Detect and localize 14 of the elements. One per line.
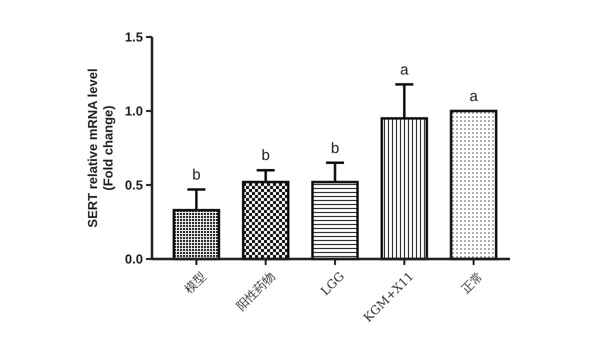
y-tick-label: 0.5 (124, 178, 143, 193)
x-tick-label: 模型 (182, 269, 208, 296)
y-tick-label: 1.5 (124, 30, 143, 45)
annotation: b (330, 140, 340, 157)
annotation: a (400, 61, 410, 78)
annotation: a (469, 88, 478, 105)
bar (450, 110, 498, 260)
x-tick-label: 阳性药物 (234, 269, 278, 313)
annotation: b (262, 147, 270, 164)
y-tick-label: 0.0 (124, 252, 143, 267)
y-tick-label: 1.0 (124, 104, 143, 119)
y-axis-title: SERT relative mRNA level (Fold change) (85, 68, 116, 228)
annotation: b (192, 166, 201, 184)
x-tick-label: 正常 (458, 269, 486, 296)
